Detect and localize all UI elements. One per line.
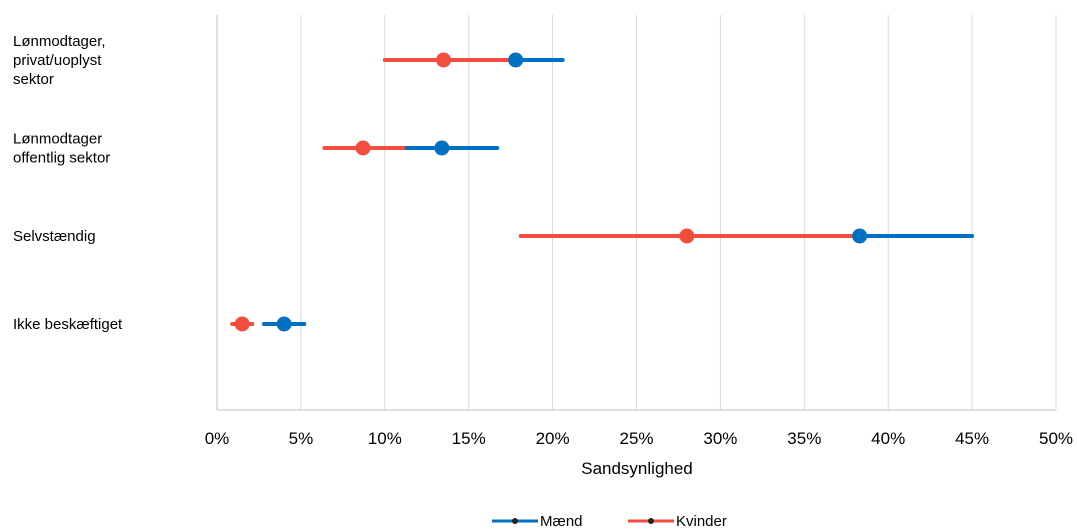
x-axis-title: Sandsynlighed — [581, 459, 693, 478]
point-maend-0 — [508, 52, 524, 68]
category-label: Ikke beskæftiget — [13, 316, 123, 333]
category-label: Lønmodtager — [13, 131, 102, 148]
x-tick-label: 50% — [1039, 429, 1073, 448]
x-tick-label: 0% — [205, 429, 230, 448]
category-label: privat/uoplyst — [13, 52, 102, 69]
category-label: Selvstændig — [13, 228, 96, 245]
point-kvinder-1 — [355, 140, 371, 156]
point-maend-2 — [852, 228, 868, 244]
point-kvinder-2 — [679, 228, 695, 244]
legend-label-maend: Mænd — [540, 513, 583, 530]
legend-marker-maend — [512, 518, 518, 524]
point-maend-3 — [276, 316, 292, 332]
x-tick-label: 20% — [536, 429, 570, 448]
x-tick-label: 30% — [703, 429, 737, 448]
x-tick-label: 5% — [289, 429, 314, 448]
grid-layer — [300, 15, 1057, 410]
marks-layer — [230, 52, 975, 332]
legend-marker-kvinder — [648, 518, 654, 524]
category-label: Lønmodtager, — [13, 33, 106, 50]
x-tick-label: 25% — [619, 429, 653, 448]
point-maend-1 — [434, 140, 450, 156]
category-label-layer: Lønmodtager, privat/uoplyst sektor Lønmodta… — [13, 33, 123, 333]
x-tick-label: 45% — [955, 429, 989, 448]
x-tick-label: 40% — [871, 429, 905, 448]
x-tick-label: 35% — [787, 429, 821, 448]
point-kvinder-0 — [436, 52, 452, 68]
legend: Mænd Kvinder — [492, 513, 727, 530]
x-tick-label: 15% — [452, 429, 486, 448]
category-label: sektor — [13, 71, 54, 88]
x-tick-label: 10% — [368, 429, 402, 448]
tick-label-layer: 0% 5% 10% 15% 20% 25% 30% 35% 40% 45% 50% — [205, 429, 1073, 448]
point-kvinder-3 — [234, 316, 250, 332]
legend-label-kvinder: Kvinder — [676, 513, 727, 530]
category-label: offentlig sektor — [13, 150, 110, 167]
